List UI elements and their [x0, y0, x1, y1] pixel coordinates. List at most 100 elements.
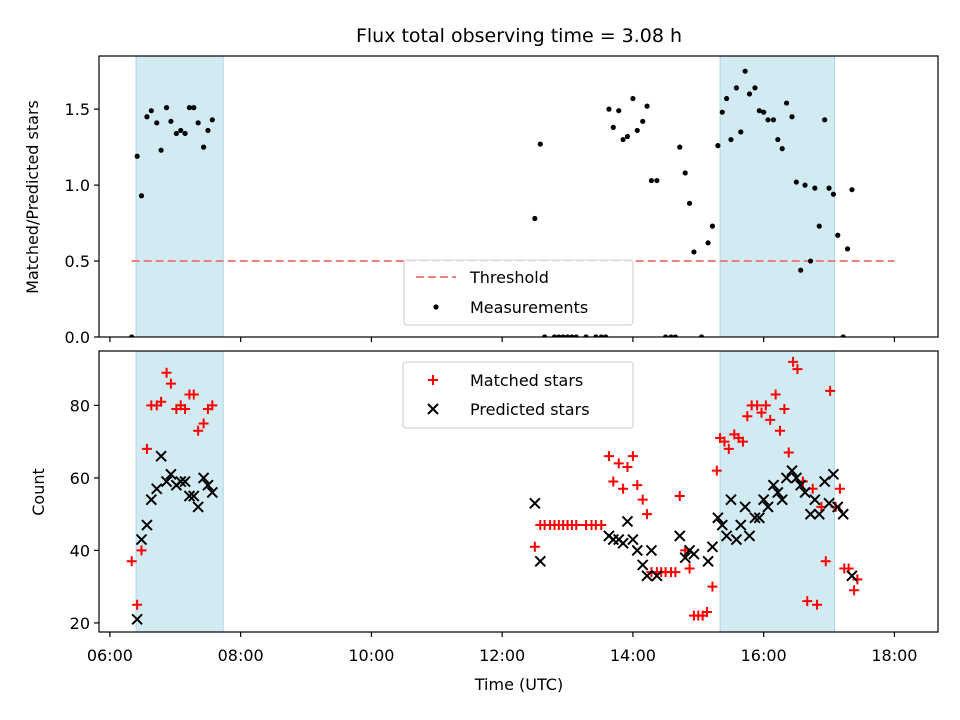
matched-star-point: [141, 443, 152, 454]
predicted-star-point: [757, 493, 770, 506]
matched-star-point: [852, 574, 863, 585]
measurement-point: [138, 193, 145, 199]
measurement-point: [201, 144, 207, 150]
measurement-point: [168, 118, 174, 124]
bottom-panel: 20 40 60 80 06:00 08:00 10:00 12:00 14:00 16:00 18…: [70, 350, 939, 665]
predicted-star-point: [679, 551, 691, 564]
top-panel: 0.0 0.5 1.0 1.5 Threshold Measurements: [65, 55, 939, 347]
matched-star-point: [126, 556, 137, 567]
predicted-star-point: [534, 555, 546, 568]
matched-star-point: [136, 545, 147, 556]
predicted-star-point: [795, 479, 807, 491]
predicted-star-point: [725, 493, 737, 506]
measurement-point: [573, 334, 579, 337]
x-tick-label: 14:00: [610, 646, 656, 665]
predicted-star-point: [651, 570, 663, 582]
measurement-point: [779, 146, 785, 152]
predicted-star-point: [175, 475, 187, 488]
x-tick-label: 10:00: [348, 646, 394, 665]
matched-star-point: [156, 396, 167, 407]
predicted-star-point: [141, 519, 153, 531]
chart-title: Flux total observing time = 3.08 h: [356, 25, 682, 47]
predicted-star-point: [716, 519, 728, 531]
measurement-point: [583, 334, 589, 337]
measurement-point: [668, 334, 674, 337]
matched-star-point: [684, 563, 695, 574]
measurement-point: [148, 108, 154, 114]
matched-star-point: [180, 404, 191, 415]
matched-star-point: [613, 458, 624, 469]
predicted-star-point: [151, 483, 163, 495]
matched-star-point: [165, 378, 176, 389]
measurement-point: [849, 187, 855, 193]
measurements-series: [129, 68, 855, 337]
predicted-star-point: [188, 490, 200, 502]
measurement-point: [569, 334, 575, 337]
measurement-point: [654, 177, 660, 184]
measurement-point: [129, 334, 135, 337]
bottom-legend: Matched stars Predicted stars: [402, 361, 634, 429]
measurement-point: [564, 334, 571, 337]
matched-star-point: [627, 451, 638, 462]
measurement-point: [158, 147, 164, 153]
measurement-point: [610, 124, 616, 130]
measurement-point: [163, 105, 170, 111]
matched-star-point: [723, 443, 734, 454]
top-shaded-interval: [135, 55, 224, 338]
measurement-point: [556, 334, 562, 337]
predicted-star-point: [529, 497, 541, 509]
measurement-point: [178, 127, 184, 134]
measurement-point: [840, 334, 846, 337]
predicted-star-point: [823, 497, 835, 509]
measurement-point: [752, 85, 758, 91]
matched-star-point: [737, 436, 748, 447]
matched-star-point: [132, 599, 143, 610]
matched-star-point: [783, 447, 794, 458]
matched-star-point: [775, 425, 786, 436]
measurement-point: [630, 95, 636, 102]
bottom-y-tick-label: 80: [70, 396, 90, 415]
predicted-star-point: [202, 479, 214, 491]
x-tick-label: 08:00: [218, 646, 264, 665]
matched-star-point: [760, 400, 771, 411]
measurement-point: [593, 334, 599, 337]
predicted-star-point: [762, 501, 774, 513]
measurement-point: [789, 114, 795, 120]
predicted-star-point: [809, 493, 821, 506]
measurement-point: [672, 334, 679, 337]
matched-star-point: [779, 404, 790, 415]
x-tick-label: 18:00: [871, 646, 917, 665]
matched-star-point: [632, 480, 643, 491]
predicted-star-point: [730, 533, 743, 546]
matched-star-point: [756, 407, 767, 418]
measurement-point: [640, 118, 646, 124]
predicted-star-point: [813, 508, 825, 520]
top-shaded-interval: [719, 55, 835, 338]
x-tick-label: 16:00: [741, 646, 787, 665]
measurement-point: [620, 136, 626, 143]
matched-star-point: [161, 367, 172, 378]
predicted-star-point: [192, 501, 204, 513]
predicted-star-point: [688, 548, 700, 560]
predicted-star-point: [197, 472, 210, 484]
legend-measurements-swatch: [433, 304, 439, 310]
measurement-point: [144, 114, 150, 120]
measurement-point: [195, 120, 201, 126]
predicted-star-point: [131, 613, 143, 626]
measurement-point: [719, 109, 725, 115]
measurement-point: [709, 223, 716, 229]
measurement-point: [624, 133, 631, 140]
predicted-star-point: [818, 475, 831, 488]
matched-star-point: [765, 414, 776, 425]
measurement-point: [551, 334, 558, 337]
measurement-point: [746, 91, 753, 97]
bottom-y-tick-label: 40: [70, 541, 90, 560]
legend-measurements-label: Measurements: [470, 298, 588, 317]
bottom-y-tick-label: 20: [70, 614, 90, 633]
measurement-point: [812, 185, 818, 191]
predicted-star-point: [767, 479, 780, 491]
predicted-star-point: [206, 486, 219, 499]
predicted-star-point: [674, 530, 686, 542]
measurement-point: [775, 136, 781, 143]
measurement-point: [830, 191, 836, 197]
